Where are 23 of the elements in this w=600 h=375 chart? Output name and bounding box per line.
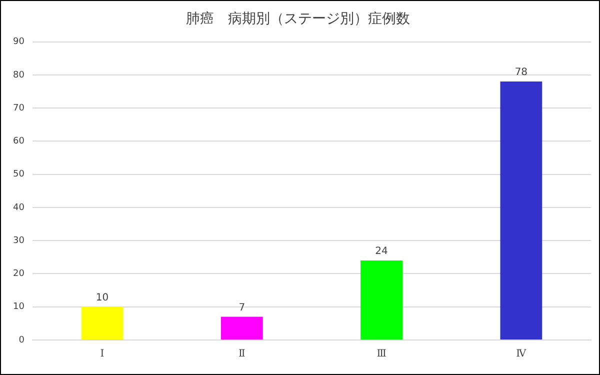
y-tick-label: 30 [13, 236, 25, 246]
data-label: 24 [375, 246, 388, 258]
y-tick-label: 90 [13, 37, 25, 48]
y-tick-label: 80 [13, 70, 25, 80]
bar [500, 82, 542, 340]
bar [360, 260, 402, 340]
x-tick-label: Ⅳ [516, 348, 528, 360]
data-label: 10 [96, 292, 109, 304]
x-tick-label: Ⅱ [238, 348, 246, 360]
y-tick-label: 40 [13, 202, 25, 213]
data-label: 78 [514, 67, 528, 78]
bar [220, 316, 263, 340]
chart-title: 肺癌 病期別（ステージ別）症例数 [186, 11, 410, 28]
y-tick-label: 10 [13, 302, 25, 312]
y-tick-label: 0 [18, 335, 25, 346]
y-tick-label: 70 [13, 103, 25, 114]
data-label: 7 [238, 302, 246, 314]
y-tick-label: 60 [13, 136, 25, 147]
x-tick-label: Ⅲ [376, 348, 387, 360]
x-tick-label: Ⅰ [100, 348, 104, 360]
y-tick-label: 50 [13, 170, 25, 180]
bar [81, 306, 124, 340]
y-tick-label: 20 [13, 269, 25, 280]
